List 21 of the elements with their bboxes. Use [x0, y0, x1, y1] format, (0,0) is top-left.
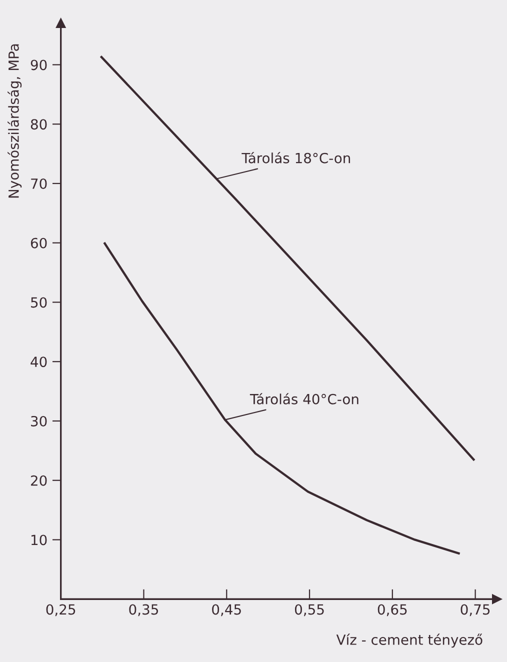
line-series — [104, 242, 460, 554]
x-tick-label: 0,55 — [294, 604, 324, 616]
x-tick-label: 0,75 — [460, 604, 490, 616]
x-tick-label: 0,25 — [46, 604, 76, 616]
y-axis-title: Nyomószilárdság, MPa — [8, 44, 22, 198]
x-tick-label: 0,65 — [378, 604, 407, 616]
y-tick-label: 90 — [30, 60, 47, 70]
y-tick-label: 30 — [31, 416, 47, 426]
y-tick-label: 70 — [31, 178, 47, 189]
y-tick-label: 80 — [30, 119, 47, 130]
y-tick-label: 60 — [30, 238, 47, 248]
y-tick-label: 20 — [30, 475, 47, 486]
annotation: Tárolás 18°C-on — [242, 152, 350, 164]
y-tick-label: 40 — [30, 356, 47, 368]
x-tick-label: 0,45 — [212, 604, 241, 616]
x-tick-label: 0,35 — [129, 604, 158, 616]
x-axis-title: Víz - cement tényező — [336, 634, 482, 648]
y-tick-label: 10 — [32, 534, 47, 546]
annotation: Tárolás 40°C-on — [250, 393, 358, 404]
line-series — [100, 56, 475, 461]
y-tick-label: 50 — [31, 297, 47, 308]
